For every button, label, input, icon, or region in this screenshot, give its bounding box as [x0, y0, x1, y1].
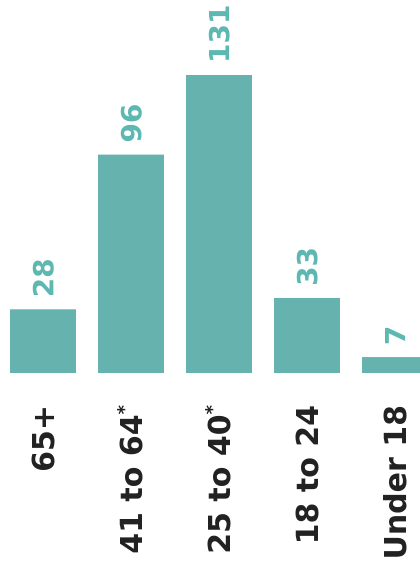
bar-0 — [10, 309, 76, 373]
category-label-1: 41 to 64* — [114, 404, 150, 553]
bar-4 — [362, 357, 420, 373]
category-text-4: Under 18 — [379, 405, 414, 560]
value-labels-layer: 28 96 131 33 7 — [27, 5, 412, 346]
category-text-2: 25 to 40 — [203, 414, 238, 553]
category-text-3: 18 to 24 — [291, 405, 326, 544]
value-label-1: 96 — [115, 104, 148, 143]
bars-layer — [10, 75, 420, 373]
value-label-0: 28 — [27, 258, 60, 297]
category-label-3: 18 to 24 — [291, 405, 326, 544]
category-label-4: Under 18 — [379, 405, 414, 560]
value-label-4: 7 — [379, 326, 412, 345]
bar-3 — [274, 297, 340, 373]
category-text-1: 41 to 64 — [115, 414, 150, 553]
bar-1 — [98, 154, 164, 373]
value-label-2: 131 — [203, 5, 236, 63]
category-footnote-mark-2: * — [202, 404, 223, 414]
category-label-2: 25 to 40* — [202, 404, 238, 553]
bar-2 — [186, 75, 252, 373]
category-footnote-mark-1: * — [114, 404, 135, 414]
value-label-3: 33 — [291, 247, 324, 286]
category-text-0: 65+ — [27, 405, 62, 472]
category-label-0: 65+ — [27, 405, 62, 472]
category-labels-layer: 65+ 41 to 64*25 to 40* 18 to 24 Under 18 — [27, 404, 414, 559]
